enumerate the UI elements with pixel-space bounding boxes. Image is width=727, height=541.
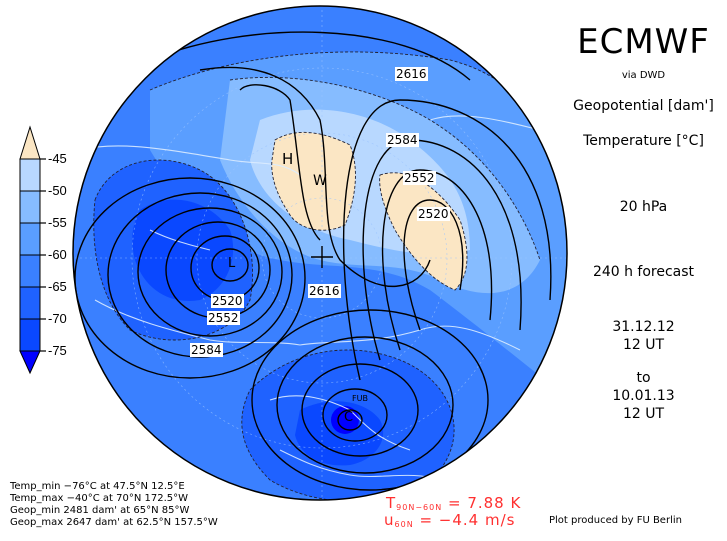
t-value: = 7.88 K [447,494,522,512]
geop-min-stat: Geop_min 2481 dam' at 65°N 85°W [10,505,190,516]
temperature-field [73,6,567,500]
temp-min-stat: Temp_min −76°C at 47.5°N 12.5°E [10,481,185,492]
u-subscript: 60N [394,520,414,529]
field-geopotential: Geopotential [dam'] [573,98,714,114]
high-marker: H [282,150,294,168]
contour-label: 2616 [395,67,428,81]
colorbar-label: -75 [48,343,67,358]
geop-max-stat: Geop_max 2647 dam' at 62.5°N 157.5°W [10,517,218,528]
north-pole-cross-icon [311,246,333,268]
station-marker: FUB [352,394,368,403]
t-symbol: T [386,494,397,512]
init-date: 31.12.12 [612,319,675,335]
contour-label: 2616 [308,284,341,298]
contour-label: 2520 [211,294,244,308]
colorbar-label: -60 [48,247,67,262]
colorbar-label: -50 [48,183,67,198]
u-symbol: u [384,511,395,529]
low-marker: L [228,256,236,271]
contour-label: 2584 [190,343,223,357]
polar-temp-diff: T90N−60N = 7.88 K [386,494,521,512]
warm-marker: W [313,173,327,189]
init-time: 12 UT [622,337,665,353]
t-subscript: 90N−60N [396,503,443,512]
valid-time: 12 UT [622,406,665,422]
pressure-level: 20 hPa [619,199,668,215]
colorbar-label: -45 [48,151,67,166]
credit-text: Plot produced by FU Berlin [549,515,682,526]
zonal-wind-60n: u60N = −4.4 m/s [384,511,515,529]
temperature-colorbar [19,125,46,375]
to-label: to [636,370,651,386]
contour-label: 2552 [403,171,436,185]
data-source: via DWD [621,70,666,81]
colorbar-label: -65 [48,279,67,294]
map-border [72,5,568,501]
temp-max-stat: Temp_max −40°C at 70°N 172.5°W [10,493,189,504]
contour-label: 2552 [207,311,240,325]
contour-label: 2584 [386,133,419,147]
forecast-range: 240 h forecast [592,264,695,280]
colorbar-label: -55 [48,215,67,230]
contour-label: 2520 [417,207,450,221]
field-temperature: Temperature [°C] [583,133,704,149]
model-title: ECMWF [577,22,710,62]
cold-marker: C [344,410,354,425]
u-value: = −4.4 m/s [419,511,516,529]
colorbar-label: -70 [48,311,67,326]
valid-date: 10.01.13 [612,388,675,404]
